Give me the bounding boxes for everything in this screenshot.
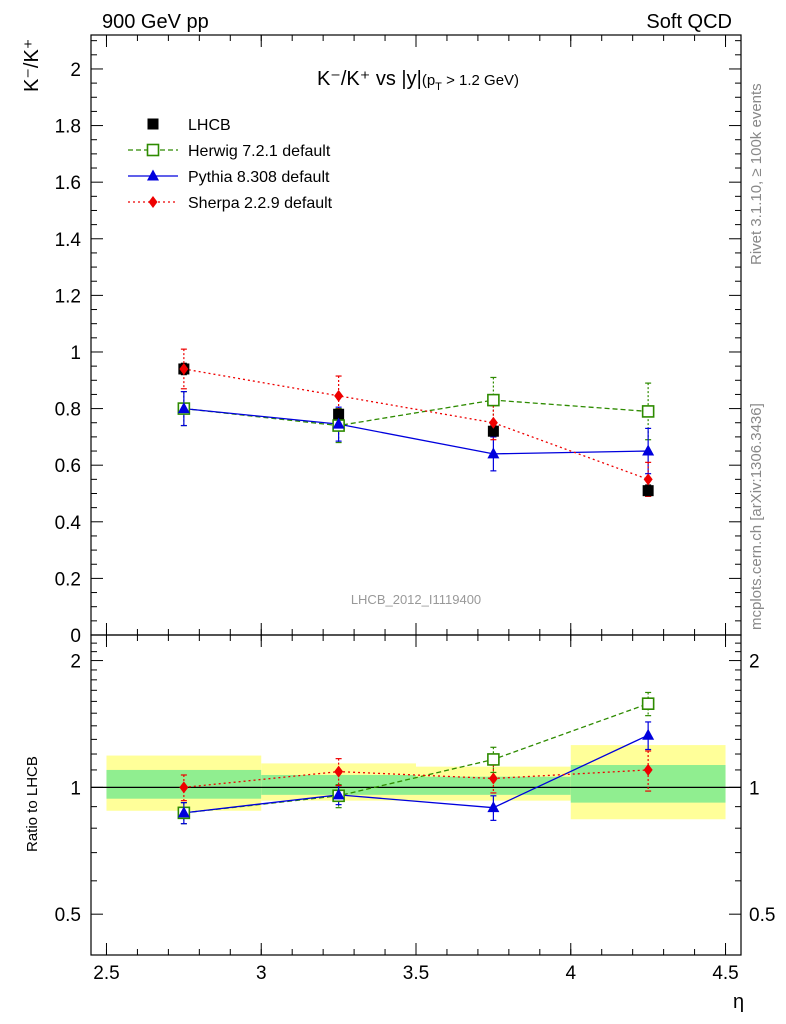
ratio-bands [91,745,741,820]
rivet-label: Rivet 3.1.10, ≥ 100k events [748,83,765,265]
x-tick-label: 4 [565,963,576,984]
ratio-ytick-label-right: 1 [749,778,760,799]
main-ytick-label: 1.6 [55,173,81,194]
pythia-point [332,417,345,429]
plot-title-sub-post: > 1.2 GeV) [442,72,519,89]
x-tick-label: 4.5 [712,963,738,984]
ratio-ytick-label-right: 2 [749,652,760,673]
legend-marker-pythia [147,169,159,181]
herwig-ratio-point [641,697,655,710]
legend-label-pythia: Pythia 8.308 default [188,169,330,186]
legend-marker-lhcb [147,118,159,130]
ratio-ytick-label-left: 2 [70,652,81,673]
plot-title-sub-pre: (p [422,72,435,89]
plot-title-main: K⁻/K⁺ vs |y| [317,68,422,90]
legend: LHCB Herwig 7.2.1 default Pythia 8.308 def… [128,117,333,212]
pythia-line [183,407,649,455]
pythia-ratio-point [332,788,345,800]
herwig-point [641,405,655,418]
sherpa-point [179,362,189,375]
sherpa-ratio-point [179,781,189,794]
main-ytick-label: 0.4 [55,513,82,534]
ratio-ylabel: Ratio to LHCB [24,756,41,852]
sherpa-point [488,416,498,429]
ratio-plot-area [177,691,655,825]
pythia-ratio-point [642,728,655,740]
herwig-line [183,399,649,427]
plot-title: K⁻/K⁺ vs |y|(pT > 1.2 GeV) [317,68,519,93]
x-tick-label: 2.5 [93,963,119,984]
main-ytick-label: 1.4 [55,230,82,251]
ratio-ytick-label-left: 1 [70,778,81,799]
pythia-ratio-point [487,801,500,813]
herwig-point [487,393,500,407]
herwig-ratio-point [487,753,500,766]
main-ylabel: K⁻/K⁺ [21,39,43,92]
pythia-ratio-line [183,734,649,814]
plot-title-sub-sub: T [435,81,442,93]
herwig-ratio-line [183,703,649,814]
sherpa-ratio-point [488,772,498,785]
header-left-label: 900 GeV pp [102,11,209,33]
main-ytick-label: 1.8 [55,117,81,138]
legend-label-herwig: Herwig 7.2.1 default [188,143,331,160]
main-ytick-label: 1.2 [55,286,81,307]
sherpa-ratio-point [643,763,653,776]
mcplots-label: mcplots.cern.ch [arXiv:1306.3436] [748,403,765,630]
header-right-label: Soft QCD [646,11,732,33]
pythia-point [642,444,655,456]
lhcb-point [487,425,499,437]
analysis-watermark: LHCB_2012_I1119400 [351,592,481,607]
main-ytick-label: 1 [70,343,81,364]
main-ytick-label: 0.6 [55,456,81,477]
x-tick-label: 3.5 [403,963,429,984]
legend-label-sherpa: Sherpa 2.2.9 default [188,195,333,212]
pythia-ratio-point [177,806,190,818]
legend-marker-sherpa [148,196,158,208]
legend-marker-herwig [146,143,160,157]
sherpa-ratio-point [334,765,344,778]
main-plot-area [177,348,655,497]
x-tick-label: 3 [256,963,267,984]
main-ytick-label: 0.2 [55,569,81,590]
ratio-ytick-label-left: 0.5 [55,905,81,926]
legend-label-lhcb: LHCB [188,117,231,134]
main-ytick-label: 0.8 [55,400,81,421]
ratio-ytick-label-right: 0.5 [749,905,775,926]
sherpa-point [334,389,344,402]
pythia-point [177,402,190,414]
main-ytick-label: 2 [70,60,81,81]
sherpa-line [183,368,649,480]
x-axis-label: η [733,991,744,1013]
pythia-point [487,447,500,459]
lhcb-point [333,408,345,420]
main-ytick-label: 0 [70,626,81,647]
lhcb-point [642,485,654,497]
sherpa-point [643,473,653,486]
